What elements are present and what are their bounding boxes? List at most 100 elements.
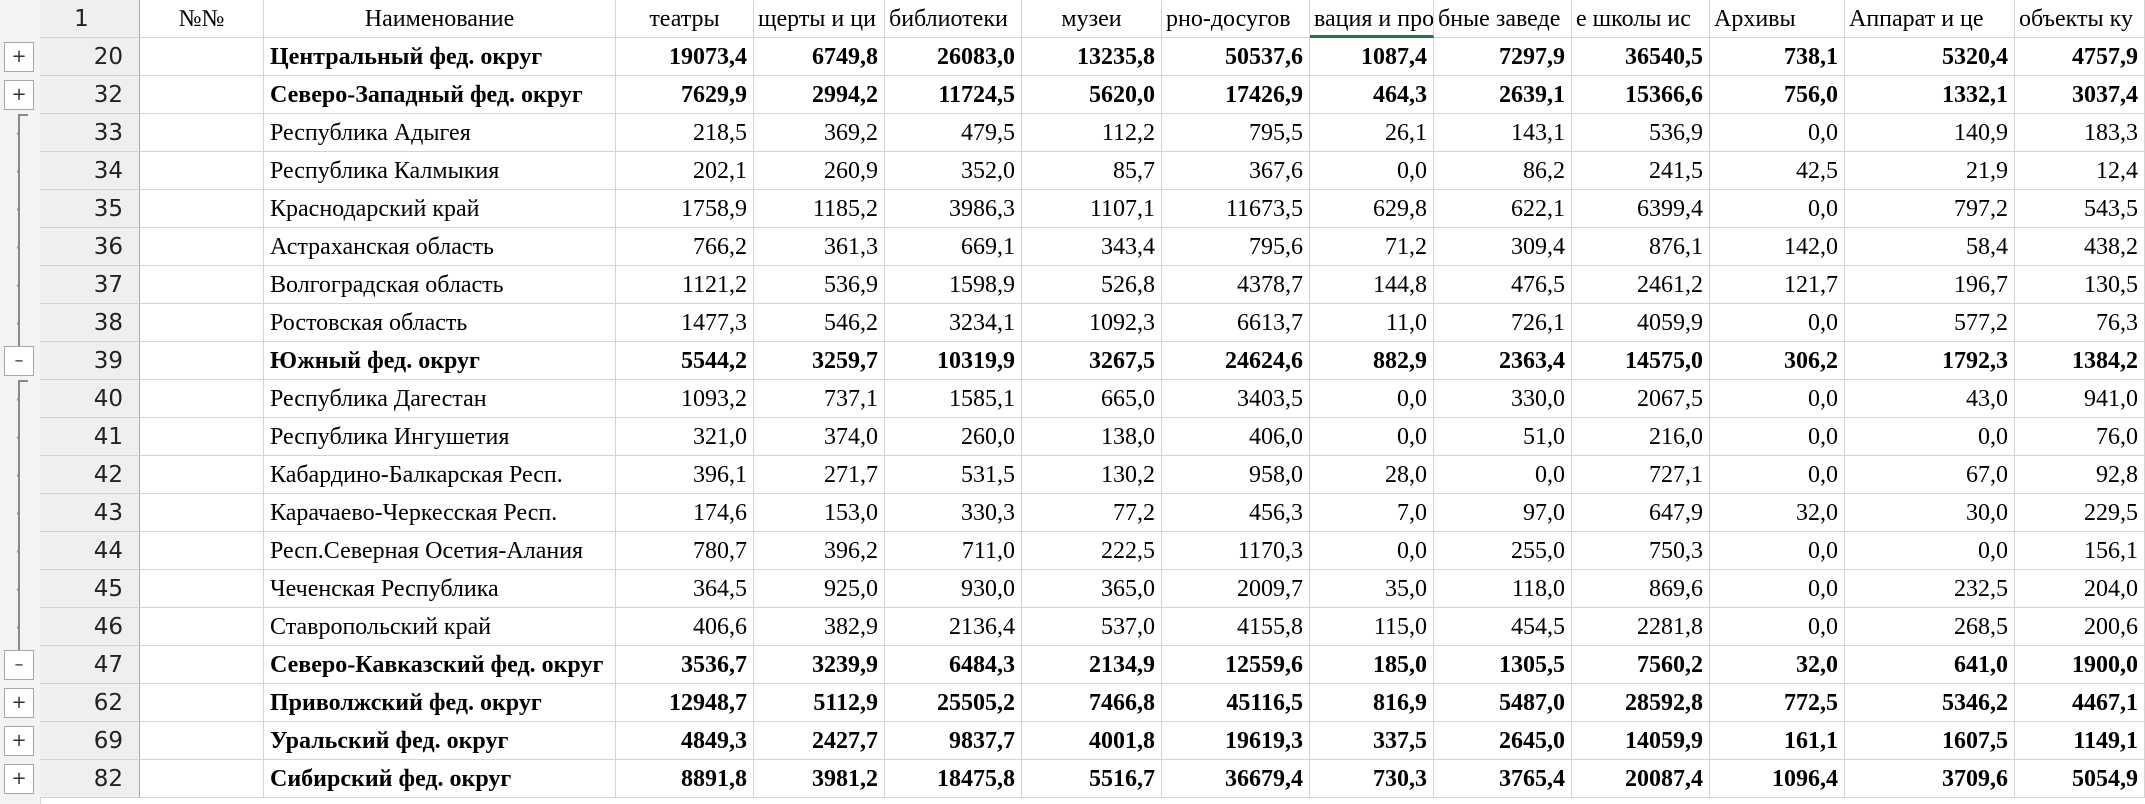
cell-value[interactable]: 1096,4 bbox=[1710, 760, 1845, 798]
column-header[interactable]: щерты и ци bbox=[754, 0, 885, 38]
cell-value[interactable]: 4467,1 bbox=[2015, 684, 2145, 722]
cell-value[interactable]: 5544,2 bbox=[616, 342, 754, 380]
cell-name[interactable]: Северо-Кавказский фед. округ bbox=[264, 646, 616, 684]
cell-value[interactable]: 330,0 bbox=[1434, 380, 1572, 418]
cell-name[interactable]: Приволжский фед. округ bbox=[264, 684, 616, 722]
cell-value[interactable]: 367,6 bbox=[1162, 152, 1310, 190]
cell-value[interactable]: 3765,4 bbox=[1434, 760, 1572, 798]
cell-value[interactable]: 112,2 bbox=[1022, 114, 1162, 152]
cell-value[interactable]: 1585,1 bbox=[885, 380, 1022, 418]
cell-value[interactable]: 11724,5 bbox=[885, 76, 1022, 114]
cell-value[interactable]: 76,0 bbox=[2015, 418, 2145, 456]
row-number[interactable]: 45 bbox=[40, 570, 140, 608]
cell-value[interactable]: 0,0 bbox=[1710, 418, 1845, 456]
cell-value[interactable]: 479,5 bbox=[885, 114, 1022, 152]
cell-value[interactable]: 536,9 bbox=[754, 266, 885, 304]
cell-value[interactable]: 2136,4 bbox=[885, 608, 1022, 646]
row-number[interactable]: 34 bbox=[40, 152, 140, 190]
cell-num[interactable] bbox=[140, 608, 264, 646]
column-header[interactable]: музеи bbox=[1022, 0, 1162, 38]
cell-value[interactable]: 2067,5 bbox=[1572, 380, 1710, 418]
cell-value[interactable]: 2363,4 bbox=[1434, 342, 1572, 380]
cell-value[interactable]: 4059,9 bbox=[1572, 304, 1710, 342]
cell-value[interactable]: 382,9 bbox=[754, 608, 885, 646]
expand-group-button[interactable]: + bbox=[4, 726, 34, 756]
cell-value[interactable]: 85,7 bbox=[1022, 152, 1162, 190]
cell-num[interactable] bbox=[140, 570, 264, 608]
row-number[interactable]: 20 bbox=[40, 38, 140, 76]
cell-name[interactable]: Респ.Северная Осетия-Алания bbox=[264, 532, 616, 570]
column-header[interactable]: бные заведе bbox=[1434, 0, 1572, 38]
cell-value[interactable]: 476,5 bbox=[1434, 266, 1572, 304]
column-header[interactable]: е школы ис bbox=[1572, 0, 1710, 38]
cell-value[interactable]: 925,0 bbox=[754, 570, 885, 608]
row-number[interactable]: 38 bbox=[40, 304, 140, 342]
cell-num[interactable] bbox=[140, 760, 264, 798]
cell-value[interactable]: 343,4 bbox=[1022, 228, 1162, 266]
cell-value[interactable]: 9837,7 bbox=[885, 722, 1022, 760]
cell-value[interactable]: 795,5 bbox=[1162, 114, 1310, 152]
cell-value[interactable]: 3986,3 bbox=[885, 190, 1022, 228]
column-header[interactable]: вация и прокат bbox=[1310, 0, 1434, 38]
cell-name[interactable]: Республика Дагестан bbox=[264, 380, 616, 418]
cell-value[interactable]: 454,5 bbox=[1434, 608, 1572, 646]
column-header-name[interactable]: Наименование bbox=[264, 0, 616, 38]
cell-value[interactable]: 20087,4 bbox=[1572, 760, 1710, 798]
cell-num[interactable] bbox=[140, 722, 264, 760]
row-number[interactable]: 42 bbox=[40, 456, 140, 494]
cell-value[interactable]: 727,1 bbox=[1572, 456, 1710, 494]
row-number[interactable]: 32 bbox=[40, 76, 140, 114]
cell-value[interactable]: 4757,9 bbox=[2015, 38, 2145, 76]
cell-value[interactable]: 58,4 bbox=[1845, 228, 2015, 266]
cell-value[interactable]: 4155,8 bbox=[1162, 608, 1310, 646]
cell-value[interactable]: 12559,6 bbox=[1162, 646, 1310, 684]
cell-value[interactable]: 2639,1 bbox=[1434, 76, 1572, 114]
cell-value[interactable]: 42,5 bbox=[1710, 152, 1845, 190]
cell-value[interactable]: 2134,9 bbox=[1022, 646, 1162, 684]
cell-value[interactable]: 737,1 bbox=[754, 380, 885, 418]
cell-value[interactable]: 3536,7 bbox=[616, 646, 754, 684]
cell-value[interactable]: 406,0 bbox=[1162, 418, 1310, 456]
cell-value[interactable]: 374,0 bbox=[754, 418, 885, 456]
cell-value[interactable]: 365,0 bbox=[1022, 570, 1162, 608]
cell-value[interactable]: 19619,3 bbox=[1162, 722, 1310, 760]
cell-value[interactable]: 546,2 bbox=[754, 304, 885, 342]
row-number[interactable]: 39 bbox=[40, 342, 140, 380]
cell-value[interactable]: 18475,8 bbox=[885, 760, 1022, 798]
cell-value[interactable]: 260,9 bbox=[754, 152, 885, 190]
cell-value[interactable]: 1149,1 bbox=[2015, 722, 2145, 760]
cell-value[interactable]: 4849,3 bbox=[616, 722, 754, 760]
cell-value[interactable]: 8891,8 bbox=[616, 760, 754, 798]
cell-value[interactable]: 306,2 bbox=[1710, 342, 1845, 380]
cell-value[interactable]: 0,0 bbox=[1710, 608, 1845, 646]
cell-value[interactable]: 185,0 bbox=[1310, 646, 1434, 684]
cell-value[interactable]: 750,3 bbox=[1572, 532, 1710, 570]
cell-value[interactable]: 711,0 bbox=[885, 532, 1022, 570]
cell-value[interactable]: 142,0 bbox=[1710, 228, 1845, 266]
cell-value[interactable]: 369,2 bbox=[754, 114, 885, 152]
cell-value[interactable]: 531,5 bbox=[885, 456, 1022, 494]
cell-value[interactable]: 43,0 bbox=[1845, 380, 2015, 418]
cell-value[interactable]: 71,2 bbox=[1310, 228, 1434, 266]
cell-value[interactable]: 330,3 bbox=[885, 494, 1022, 532]
cell-value[interactable]: 337,5 bbox=[1310, 722, 1434, 760]
cell-value[interactable]: 241,5 bbox=[1572, 152, 1710, 190]
cell-value[interactable]: 869,6 bbox=[1572, 570, 1710, 608]
cell-value[interactable]: 216,0 bbox=[1572, 418, 1710, 456]
cell-value[interactable]: 36540,5 bbox=[1572, 38, 1710, 76]
cell-value[interactable]: 1087,4 bbox=[1310, 38, 1434, 76]
cell-value[interactable]: 2427,7 bbox=[754, 722, 885, 760]
row-number[interactable]: 69 bbox=[40, 722, 140, 760]
cell-value[interactable]: 12,4 bbox=[2015, 152, 2145, 190]
cell-value[interactable]: 30,0 bbox=[1845, 494, 2015, 532]
cell-value[interactable]: 5346,2 bbox=[1845, 684, 2015, 722]
cell-value[interactable]: 780,7 bbox=[616, 532, 754, 570]
cell-value[interactable]: 153,0 bbox=[754, 494, 885, 532]
cell-value[interactable]: 622,1 bbox=[1434, 190, 1572, 228]
cell-value[interactable]: 669,1 bbox=[885, 228, 1022, 266]
cell-value[interactable]: 0,0 bbox=[1845, 418, 2015, 456]
cell-name[interactable]: Республика Адыгея bbox=[264, 114, 616, 152]
cell-value[interactable]: 665,0 bbox=[1022, 380, 1162, 418]
cell-num[interactable] bbox=[140, 342, 264, 380]
cell-value[interactable]: 3709,6 bbox=[1845, 760, 2015, 798]
